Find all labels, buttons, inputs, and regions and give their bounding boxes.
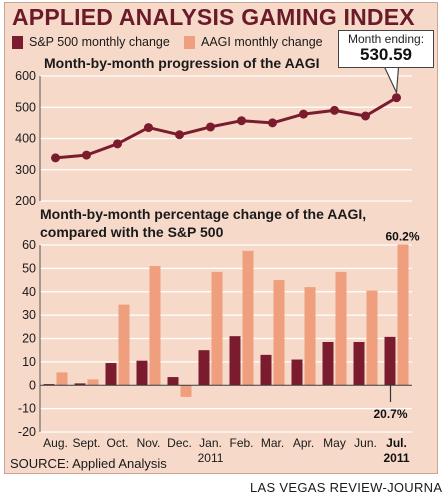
- page-title: APPLIED ANALYSIS GAMING INDEX: [12, 4, 415, 30]
- aagi-bar: [366, 290, 378, 386]
- aagi-data-point: [113, 139, 122, 149]
- x-category-sublabel: 2011: [383, 451, 409, 465]
- aagi-bar: [273, 280, 285, 386]
- aagi-data-point: [206, 122, 215, 132]
- bar-y-tick-label: 20: [22, 332, 36, 346]
- aagi-data-point: [82, 150, 91, 160]
- aagi-data-point: [392, 93, 401, 103]
- sp500-bar: [322, 342, 334, 386]
- bar-chart-title-line2: compared with the S&P 500: [40, 224, 224, 240]
- x-category-label: Sept.: [72, 436, 100, 450]
- aagi-bar: [87, 379, 99, 386]
- aagi-data-point: [361, 111, 370, 121]
- aagi-data-point: [144, 123, 153, 133]
- aagi-data-point: [237, 116, 246, 126]
- bar-y-tick-label: -10: [18, 402, 36, 416]
- line-y-tick-label: 200: [15, 194, 36, 208]
- sp500-data-label: 20.7%: [373, 407, 407, 421]
- callout-pointer: [383, 66, 400, 96]
- bar-y-tick-label: 50: [22, 261, 36, 275]
- x-category-label: Jun.: [354, 436, 377, 450]
- aagi-bar: [304, 287, 316, 386]
- line-y-tick-label: 500: [15, 100, 36, 114]
- aagi-bar: [242, 250, 254, 386]
- sp500-bar: [353, 342, 365, 386]
- sp500-bar: [260, 354, 272, 386]
- sp500-bar: [167, 377, 179, 386]
- bar-y-tick-label: 10: [22, 355, 36, 369]
- legend-item-aagi: AAGI monthly change: [184, 34, 323, 50]
- line-y-tick-label: 300: [15, 163, 36, 177]
- x-category-label: May: [323, 436, 346, 450]
- legend-label-sp500: S&P 500 monthly change: [29, 35, 170, 49]
- aagi-data-point: [299, 109, 308, 119]
- aagi-data-label: 60.2%: [385, 230, 419, 244]
- aagi-bar: [118, 304, 130, 386]
- aagi-bar: [211, 271, 223, 386]
- publisher-credit: LAS VEGAS REVIEW-JOURNAL: [250, 480, 442, 495]
- aagi-bar: [56, 372, 68, 386]
- source-note: SOURCE: Applied Analysis: [10, 456, 167, 471]
- legend-label-aagi: AAGI monthly change: [201, 35, 323, 49]
- bar-y-tick-label: 0: [29, 378, 36, 392]
- line-chart-title: Month-by-month progression of the AAGI: [44, 55, 320, 71]
- sp500-bar: [74, 383, 86, 386]
- x-category-label: Aug.: [43, 436, 68, 450]
- aagi-data-point: [175, 130, 184, 140]
- legend-swatch-sp500: [12, 35, 23, 49]
- bar-y-tick-label: 60: [22, 238, 36, 252]
- x-category-label: Nov.: [137, 436, 161, 450]
- sp500-bar: [229, 336, 241, 386]
- aagi-bar: [397, 244, 409, 386]
- bar-chart-title-line1: Month-by-month percentage change of the …: [40, 206, 366, 222]
- x-category-sublabel: 2011: [198, 451, 224, 465]
- x-category-label: Feb.: [229, 436, 253, 450]
- aagi-bar: [335, 271, 347, 386]
- sp500-bar: [291, 359, 303, 386]
- sp500-bar: [384, 336, 396, 386]
- line-y-tick-label: 600: [15, 69, 36, 83]
- x-category-label: Oct.: [106, 436, 128, 450]
- sp500-bar: [105, 363, 117, 386]
- x-category-label: Jul.: [386, 436, 407, 450]
- background-panel: [4, 2, 438, 474]
- month-ending-callout: Month ending: 530.59: [338, 30, 434, 68]
- bar-y-tick-label: 40: [22, 285, 36, 299]
- aagi-bar: [180, 385, 192, 397]
- legend-swatch-aagi: [184, 35, 195, 49]
- x-category-label: Jan.: [199, 436, 222, 450]
- sp500-bar: [43, 384, 55, 386]
- sp500-bar: [198, 350, 210, 386]
- line-y-tick-label: 400: [15, 132, 36, 146]
- aagi-data-point: [330, 105, 339, 115]
- aagi-data-point: [51, 153, 60, 163]
- callout-value: 530.59: [360, 45, 412, 64]
- legend-item-sp500: S&P 500 monthly change: [12, 34, 170, 50]
- sp500-bar: [136, 360, 148, 386]
- x-category-label: Mar.: [261, 436, 284, 450]
- bar-y-tick-label: 30: [22, 308, 36, 322]
- x-category-label: Apr.: [293, 436, 314, 450]
- aagi-bar: [149, 266, 161, 386]
- x-category-label: Dec.: [167, 436, 192, 450]
- bar-y-tick-label: -20: [18, 425, 36, 439]
- aagi-series-line: [55, 96, 398, 160]
- callout-label: Month ending:: [347, 32, 425, 46]
- aagi-data-point: [268, 118, 277, 128]
